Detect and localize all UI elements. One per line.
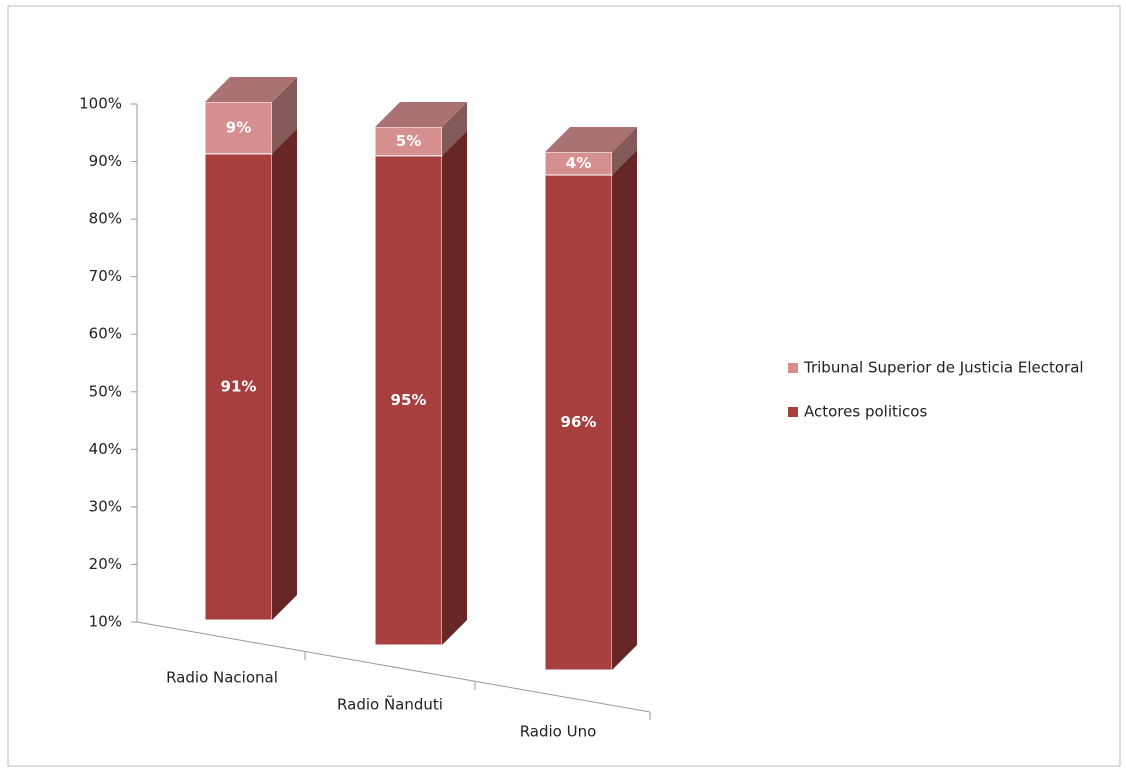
value-label: 91% (221, 377, 257, 395)
x-tick-label: Radio Uno (520, 723, 597, 741)
bar-front (204, 153, 273, 621)
legend-label: Tribunal Superior de Justicia Electoral (803, 359, 1084, 377)
bar-segment (374, 102, 467, 157)
bar-top (205, 77, 297, 102)
bar-top (375, 102, 467, 127)
y-tick-label: 50% (89, 382, 122, 400)
y-tick-label: 20% (89, 555, 122, 573)
legend-swatch (788, 363, 798, 373)
bar-front (374, 155, 443, 646)
x-tick-label: Radio Nacional (166, 669, 278, 687)
x-tick-label: Radio Ñanduti (337, 695, 443, 714)
legend-label: Actores politicos (804, 403, 927, 421)
x-axis (136, 621, 651, 713)
value-label: 95% (391, 391, 427, 409)
value-label: 9% (226, 118, 251, 136)
y-tick-label: 70% (89, 267, 122, 285)
bar-segment (544, 150, 637, 671)
bar-front (544, 174, 613, 671)
y-tick-label: 60% (89, 325, 122, 343)
chart-frame (7, 5, 1121, 767)
bar-top (545, 127, 637, 152)
bar-segment (204, 128, 297, 621)
bar-side (612, 150, 637, 670)
y-tick-label: 30% (89, 497, 122, 515)
bar-side (272, 77, 297, 154)
bar-segment (374, 130, 467, 646)
bar-side (442, 102, 467, 156)
y-tick-label: 90% (89, 152, 122, 170)
bar-side (442, 130, 467, 645)
bar-segment (204, 77, 297, 155)
bar-side (272, 128, 297, 621)
y-tick-label: 80% (89, 210, 122, 228)
y-tick-label: 10% (89, 613, 122, 631)
value-label: 96% (561, 413, 597, 431)
value-label: 4% (566, 154, 591, 172)
legend-swatch (788, 407, 798, 417)
y-tick-label: 100% (79, 95, 122, 113)
bar-segment (544, 127, 637, 176)
bar-side (612, 127, 637, 176)
value-label: 5% (396, 132, 421, 150)
y-tick-label: 40% (89, 440, 122, 458)
